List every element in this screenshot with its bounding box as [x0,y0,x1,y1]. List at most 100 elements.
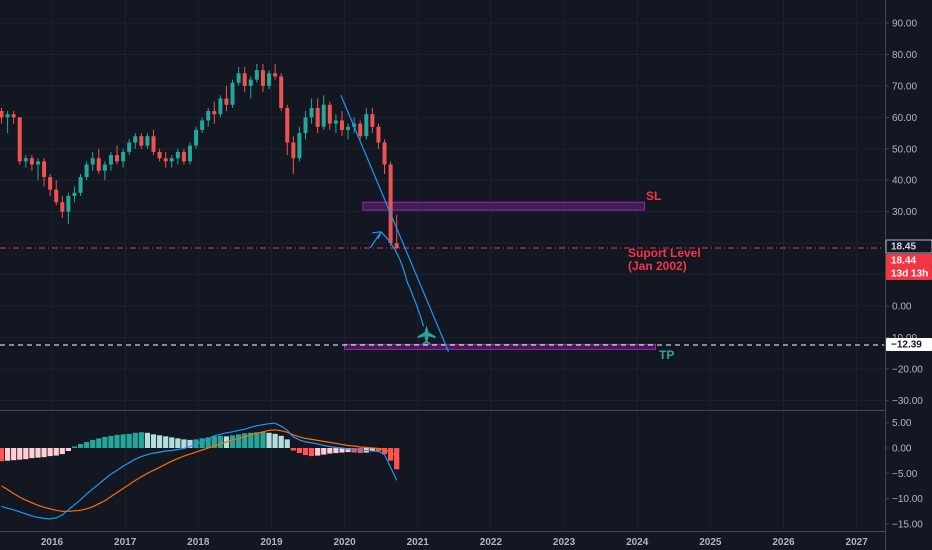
macd-histogram-bar[interactable] [96,438,102,448]
candle-body[interactable] [376,126,381,143]
candle-body[interactable] [60,202,65,212]
macd-histogram-bar[interactable] [114,434,120,448]
macd-histogram-bar[interactable] [345,448,351,453]
candle-body[interactable] [29,158,34,165]
candle-body[interactable] [35,161,40,165]
candle-body[interactable] [108,155,113,165]
candle-body[interactable] [267,73,272,86]
macd-histogram-bar[interactable] [102,436,108,448]
macd-histogram-bar[interactable] [59,448,65,455]
macd-histogram-bar[interactable] [339,448,345,453]
macd-histogram-bar[interactable] [169,437,175,448]
candle-body[interactable] [248,79,253,86]
candle-body[interactable] [315,107,320,127]
candle-body[interactable] [388,164,393,244]
macd-histogram-bar[interactable] [77,443,84,448]
macd-pane[interactable] [0,422,400,520]
macd-histogram-bar[interactable] [0,448,5,462]
candle-body[interactable] [54,189,59,203]
candle-body[interactable] [200,120,205,130]
candle-body[interactable] [303,117,308,134]
candles[interactable] [0,63,399,250]
candle-body[interactable] [327,104,332,124]
macd-histogram-bar[interactable] [35,448,41,458]
candle-body[interactable] [17,117,22,162]
candle-body[interactable] [121,151,126,162]
candle-body[interactable] [139,136,144,146]
macd-histogram-bar[interactable] [229,435,236,448]
macd-histogram-bar[interactable] [308,448,315,457]
candle-body[interactable] [297,133,302,159]
macd-histogram-bar[interactable] [211,436,217,448]
macd-histogram-bar[interactable] [333,448,339,454]
candle-body[interactable] [11,114,16,118]
candle-body[interactable] [352,123,357,127]
macd-histogram-bar[interactable] [17,448,23,460]
macd-histogram-bar[interactable] [138,432,144,448]
macd-histogram-bar[interactable] [327,448,333,454]
macd-histogram-bar[interactable] [120,434,126,448]
macd-histogram-bar[interactable] [205,437,211,448]
macd-histogram-bar[interactable] [381,448,388,455]
macd-histogram-bar[interactable] [11,448,17,461]
candle-body[interactable] [212,111,217,115]
trend-line[interactable] [340,95,450,352]
candle-body[interactable] [218,98,223,115]
candle-body[interactable] [242,73,247,86]
macd-histogram-bar[interactable] [394,448,400,470]
time-axis[interactable]: 2016 2017 2018 2019 2020 2021 2022 2023 2024 2025… [41,537,868,548]
candle-body[interactable] [236,73,241,83]
horizontal-lines[interactable] [0,247,884,346]
candle-body[interactable] [102,164,107,171]
candle-body[interactable] [333,120,338,124]
macd-histogram-bar[interactable] [388,448,394,461]
macd-histogram-bar[interactable] [163,436,169,448]
macd-histogram-bar[interactable] [248,432,254,448]
macd-line[interactable] [1,422,398,520]
candle-body[interactable] [0,111,4,118]
candle-body[interactable] [48,177,53,190]
candle-body[interactable] [254,70,259,80]
candle-body[interactable] [206,111,211,121]
macd-histogram-bar[interactable] [150,434,157,448]
candle-body[interactable] [309,107,314,118]
candle-body[interactable] [370,114,375,127]
macd-histogram-bar[interactable] [90,439,96,448]
candle-body[interactable] [66,195,71,212]
candle-body[interactable] [145,136,150,146]
candle-body[interactable] [90,158,95,165]
macd-histogram-bar[interactable] [260,431,266,448]
macd-histogram-bar[interactable] [254,432,260,448]
macd-histogram-bar[interactable] [23,448,29,460]
macd-histogram-bar[interactable] [351,448,357,453]
candle-body[interactable] [157,151,162,159]
macd-histogram-bar[interactable] [41,448,47,458]
candle-body[interactable] [358,123,363,137]
candle-body[interactable] [23,158,28,162]
candle-body[interactable] [163,158,168,162]
macd-histogram-bar[interactable] [29,448,35,459]
zone-sl[interactable] [362,201,646,211]
candle-body[interactable] [5,114,10,118]
candle-body[interactable] [224,98,229,105]
candle-body[interactable] [187,145,192,162]
candle-body[interactable] [339,120,344,130]
candle-body[interactable] [133,136,138,143]
candle-body[interactable] [127,142,132,152]
candle-body[interactable] [279,76,284,108]
macd-histogram-bar[interactable] [156,435,163,448]
candle-body[interactable] [273,73,278,77]
macd-histogram-bar[interactable] [175,438,181,448]
macd-histogram-bar[interactable] [266,432,272,448]
macd-histogram-bar[interactable] [278,435,284,448]
macd-histogram-bar[interactable] [108,435,114,448]
macd-histogram-bar[interactable] [84,441,90,448]
candle-body[interactable] [72,192,77,196]
candle-body[interactable] [291,142,296,159]
candle-body[interactable] [346,126,351,130]
macd-histogram-bar[interactable] [369,448,375,452]
candle-body[interactable] [84,164,89,178]
macd-histogram-bar[interactable] [71,446,78,448]
macd-histogram-bar[interactable] [284,439,290,448]
